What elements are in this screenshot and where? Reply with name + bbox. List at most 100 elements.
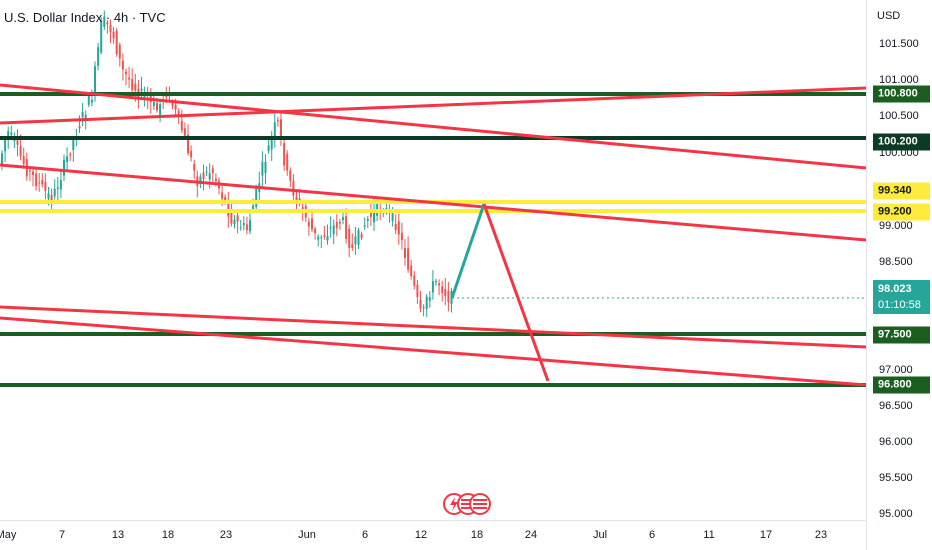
candle-body — [363, 225, 366, 227]
price-level-tag: 99.200 — [873, 203, 930, 221]
candle-body — [252, 205, 255, 211]
candle-body — [140, 88, 143, 91]
candle-body — [115, 30, 118, 55]
economic-event-flag-icon[interactable] — [442, 491, 494, 517]
price-tick-label: 96.500 — [879, 400, 913, 412]
candle-body — [236, 215, 239, 222]
candle-body — [369, 212, 372, 217]
candle-body — [221, 192, 224, 199]
candle-body — [211, 168, 214, 174]
price-level-tag: 99.340 — [873, 182, 930, 200]
candle-body — [84, 114, 87, 119]
candle-body — [335, 221, 338, 229]
candle-body — [53, 188, 56, 197]
price-level-tag: 100.800 — [873, 85, 930, 103]
price-tick-label: 101.500 — [879, 38, 919, 50]
candle-body — [159, 104, 162, 117]
time-tick-label: 13 — [111, 529, 125, 541]
candle-body — [112, 31, 115, 39]
chart-pane[interactable]: U.S. Dollar Index · 4h · TVC — [0, 0, 867, 520]
candle-body — [397, 221, 400, 235]
candle-body — [425, 296, 428, 310]
trendline-rising[interactable] — [0, 86, 867, 125]
candle-body — [239, 227, 242, 229]
candle-body — [264, 161, 267, 174]
price-chart[interactable] — [0, 0, 867, 520]
price-tick-label: 96.000 — [879, 436, 913, 448]
candle-body — [56, 187, 59, 189]
candle-body — [354, 236, 357, 245]
projection-down-leg[interactable] — [482, 203, 550, 382]
candle-body — [208, 173, 211, 180]
candle-body — [357, 230, 360, 246]
candle-body — [171, 102, 174, 106]
drawing-layer — [0, 83, 867, 387]
time-tick-label: 7 — [58, 529, 66, 541]
candle-body — [441, 286, 444, 294]
candle-body — [286, 153, 289, 171]
candle-body — [317, 236, 320, 240]
price-scale[interactable]: USD 101.500 101.000 100.500 100.000 99.000 98… — [866, 0, 932, 550]
channel-line-upper[interactable] — [0, 305, 867, 349]
trendline-mid-down[interactable] — [0, 163, 867, 242]
candle-body — [320, 237, 323, 239]
candle-body — [326, 235, 329, 241]
candle-body — [66, 156, 69, 163]
time-tick-label: 18 — [470, 529, 484, 541]
candle-body — [190, 150, 193, 158]
candle-body — [22, 156, 25, 165]
projection-up-leg[interactable] — [450, 203, 486, 299]
candle-body — [314, 228, 317, 234]
bar-countdown: 01:10:58 — [878, 299, 921, 311]
candle-body — [32, 171, 34, 176]
candle-body — [289, 170, 292, 181]
channel-line-lower[interactable] — [0, 316, 867, 387]
candle-body — [230, 210, 233, 224]
candle-body — [10, 132, 13, 135]
candle-body — [447, 291, 450, 303]
candle-body — [224, 197, 227, 202]
current-price-tag: 98.023 01:10:58 — [873, 280, 930, 314]
candle-body — [183, 128, 186, 136]
candle-body — [50, 195, 53, 205]
candle-body — [118, 44, 121, 59]
price-tick-label: 98.500 — [879, 256, 913, 268]
candle-body — [280, 119, 282, 139]
candle-body — [87, 95, 90, 105]
candle-body — [345, 216, 348, 239]
symbol-legend[interactable]: U.S. Dollar Index · 4h · TVC — [4, 10, 166, 25]
currency-selector[interactable]: USD — [877, 10, 901, 22]
trendline-upper-down[interactable] — [0, 83, 867, 170]
candle-body — [276, 120, 279, 122]
time-tick-label: 6 — [648, 529, 656, 541]
candle-body — [419, 299, 422, 309]
time-tick-label: 11 — [703, 529, 715, 541]
candle-body — [187, 134, 189, 154]
time-tick-label: Jun — [298, 529, 316, 541]
candle-body — [332, 225, 335, 235]
candle-body — [394, 223, 397, 231]
candle-body — [431, 281, 434, 293]
candle-body — [134, 83, 137, 91]
candle-body — [125, 71, 127, 75]
candle-body — [106, 22, 109, 25]
candle-body — [59, 180, 62, 190]
candle-body — [444, 289, 447, 296]
time-tick-label: 18 — [161, 529, 175, 541]
candle-body — [242, 223, 245, 226]
candle-body — [63, 159, 65, 176]
price-tick-label: 95.000 — [879, 508, 913, 520]
candle-body — [199, 176, 202, 184]
candle-body — [295, 196, 298, 202]
candle-body — [435, 281, 437, 283]
candle-body — [407, 248, 410, 270]
candle-body — [94, 66, 96, 95]
candle-body — [35, 173, 38, 187]
price-tick-label: 100.500 — [879, 110, 919, 122]
candle-body — [109, 24, 112, 32]
candle-body — [97, 47, 100, 66]
candle-body — [267, 145, 270, 152]
candle-body — [72, 139, 75, 150]
price-tick-label: 95.500 — [879, 472, 913, 484]
time-axis[interactable]: May 7 13 18 23 Jun 6 12 18 24 Jul 6 11 17 23 — [0, 520, 866, 550]
